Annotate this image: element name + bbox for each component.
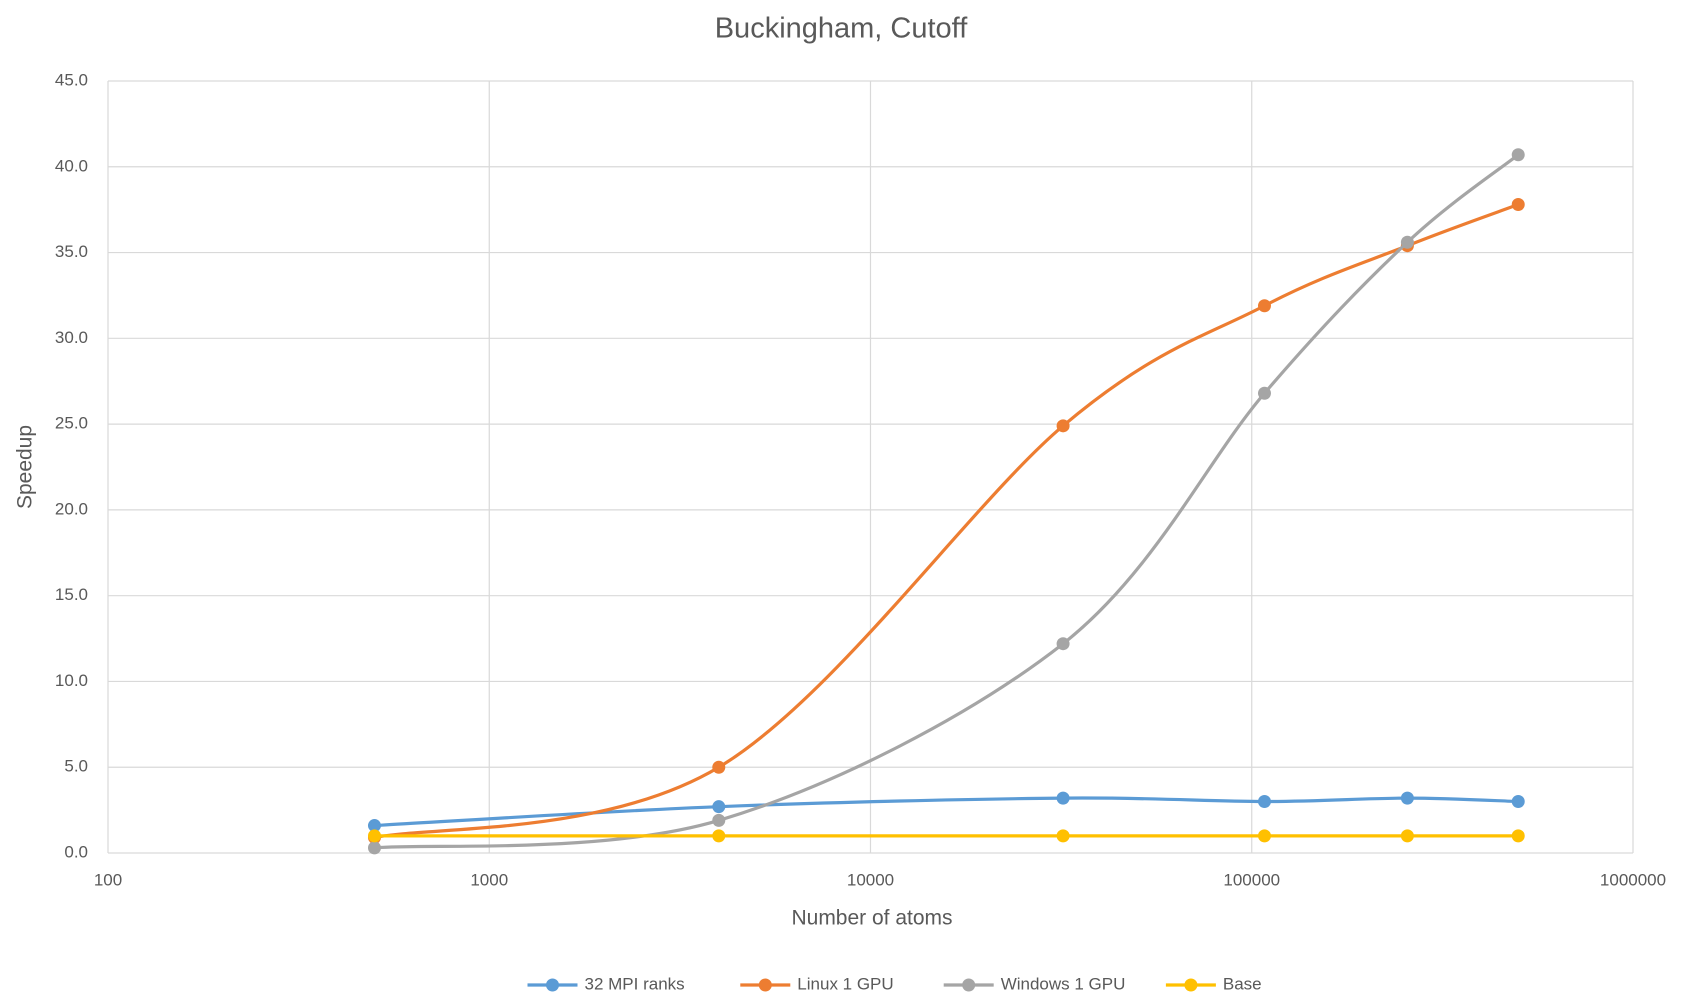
y-tick-label: 20.0 [55, 499, 88, 518]
data-point [1400, 235, 1414, 249]
legend-item: Windows 1 GPU [943, 974, 1126, 993]
y-tick-label: 40.0 [55, 156, 88, 175]
data-point [712, 800, 726, 814]
x-tick-label: 1000 [470, 870, 508, 889]
y-tick-label: 0.0 [64, 842, 88, 861]
legend-item: Base [1165, 974, 1262, 993]
y-axis-title: Speedup [14, 425, 37, 509]
legend-label: Base [1223, 974, 1262, 993]
data-point [367, 841, 381, 855]
data-point [1511, 829, 1525, 843]
legend-marker [1184, 978, 1198, 992]
legend-item: 32 MPI ranks [527, 974, 685, 993]
legend-marker [962, 978, 976, 992]
x-axis-title: Number of atoms [791, 907, 952, 930]
data-point [1056, 829, 1070, 843]
legend-marker [546, 978, 559, 992]
data-point [1511, 148, 1525, 162]
series-line [374, 203, 1519, 840]
y-tick-label: 15.0 [55, 585, 88, 604]
legend-label: 32 MPI ranks [585, 974, 685, 993]
data-point [1257, 829, 1271, 843]
data-point [1511, 795, 1525, 809]
data-point [1400, 791, 1414, 805]
x-tick-label: 100 [94, 870, 122, 889]
y-tick-label: 10.0 [55, 671, 88, 690]
data-point [1257, 795, 1271, 809]
x-tick-label: 1000000 [1600, 870, 1666, 889]
y-tick-label: 5.0 [64, 757, 88, 776]
legend-marker [758, 978, 772, 992]
data-point [1400, 829, 1414, 843]
y-tick-label: 25.0 [55, 414, 88, 433]
chart-title: Buckingham, Cutoff [715, 13, 968, 45]
y-tick-label: 45.0 [55, 70, 88, 89]
data-point [712, 760, 726, 774]
x-tick-label: 100000 [1223, 870, 1280, 889]
data-point [1056, 791, 1070, 805]
data-point [712, 813, 726, 827]
data-point [1511, 198, 1525, 212]
legend-label: Linux 1 GPU [797, 974, 893, 993]
y-tick-label: 30.0 [55, 328, 88, 347]
data-point [1056, 419, 1070, 433]
y-tick-label: 35.0 [55, 242, 88, 261]
legend-label: Windows 1 GPU [1001, 974, 1126, 993]
data-point [1257, 299, 1271, 313]
data-point [367, 829, 381, 843]
series-line [374, 153, 1520, 850]
data-point [1056, 637, 1070, 651]
data-point [1257, 386, 1271, 400]
data-point [367, 819, 381, 833]
data-point [712, 829, 726, 843]
legend-item: Linux 1 GPU [740, 974, 894, 993]
x-tick-label: 10000 [847, 870, 894, 889]
